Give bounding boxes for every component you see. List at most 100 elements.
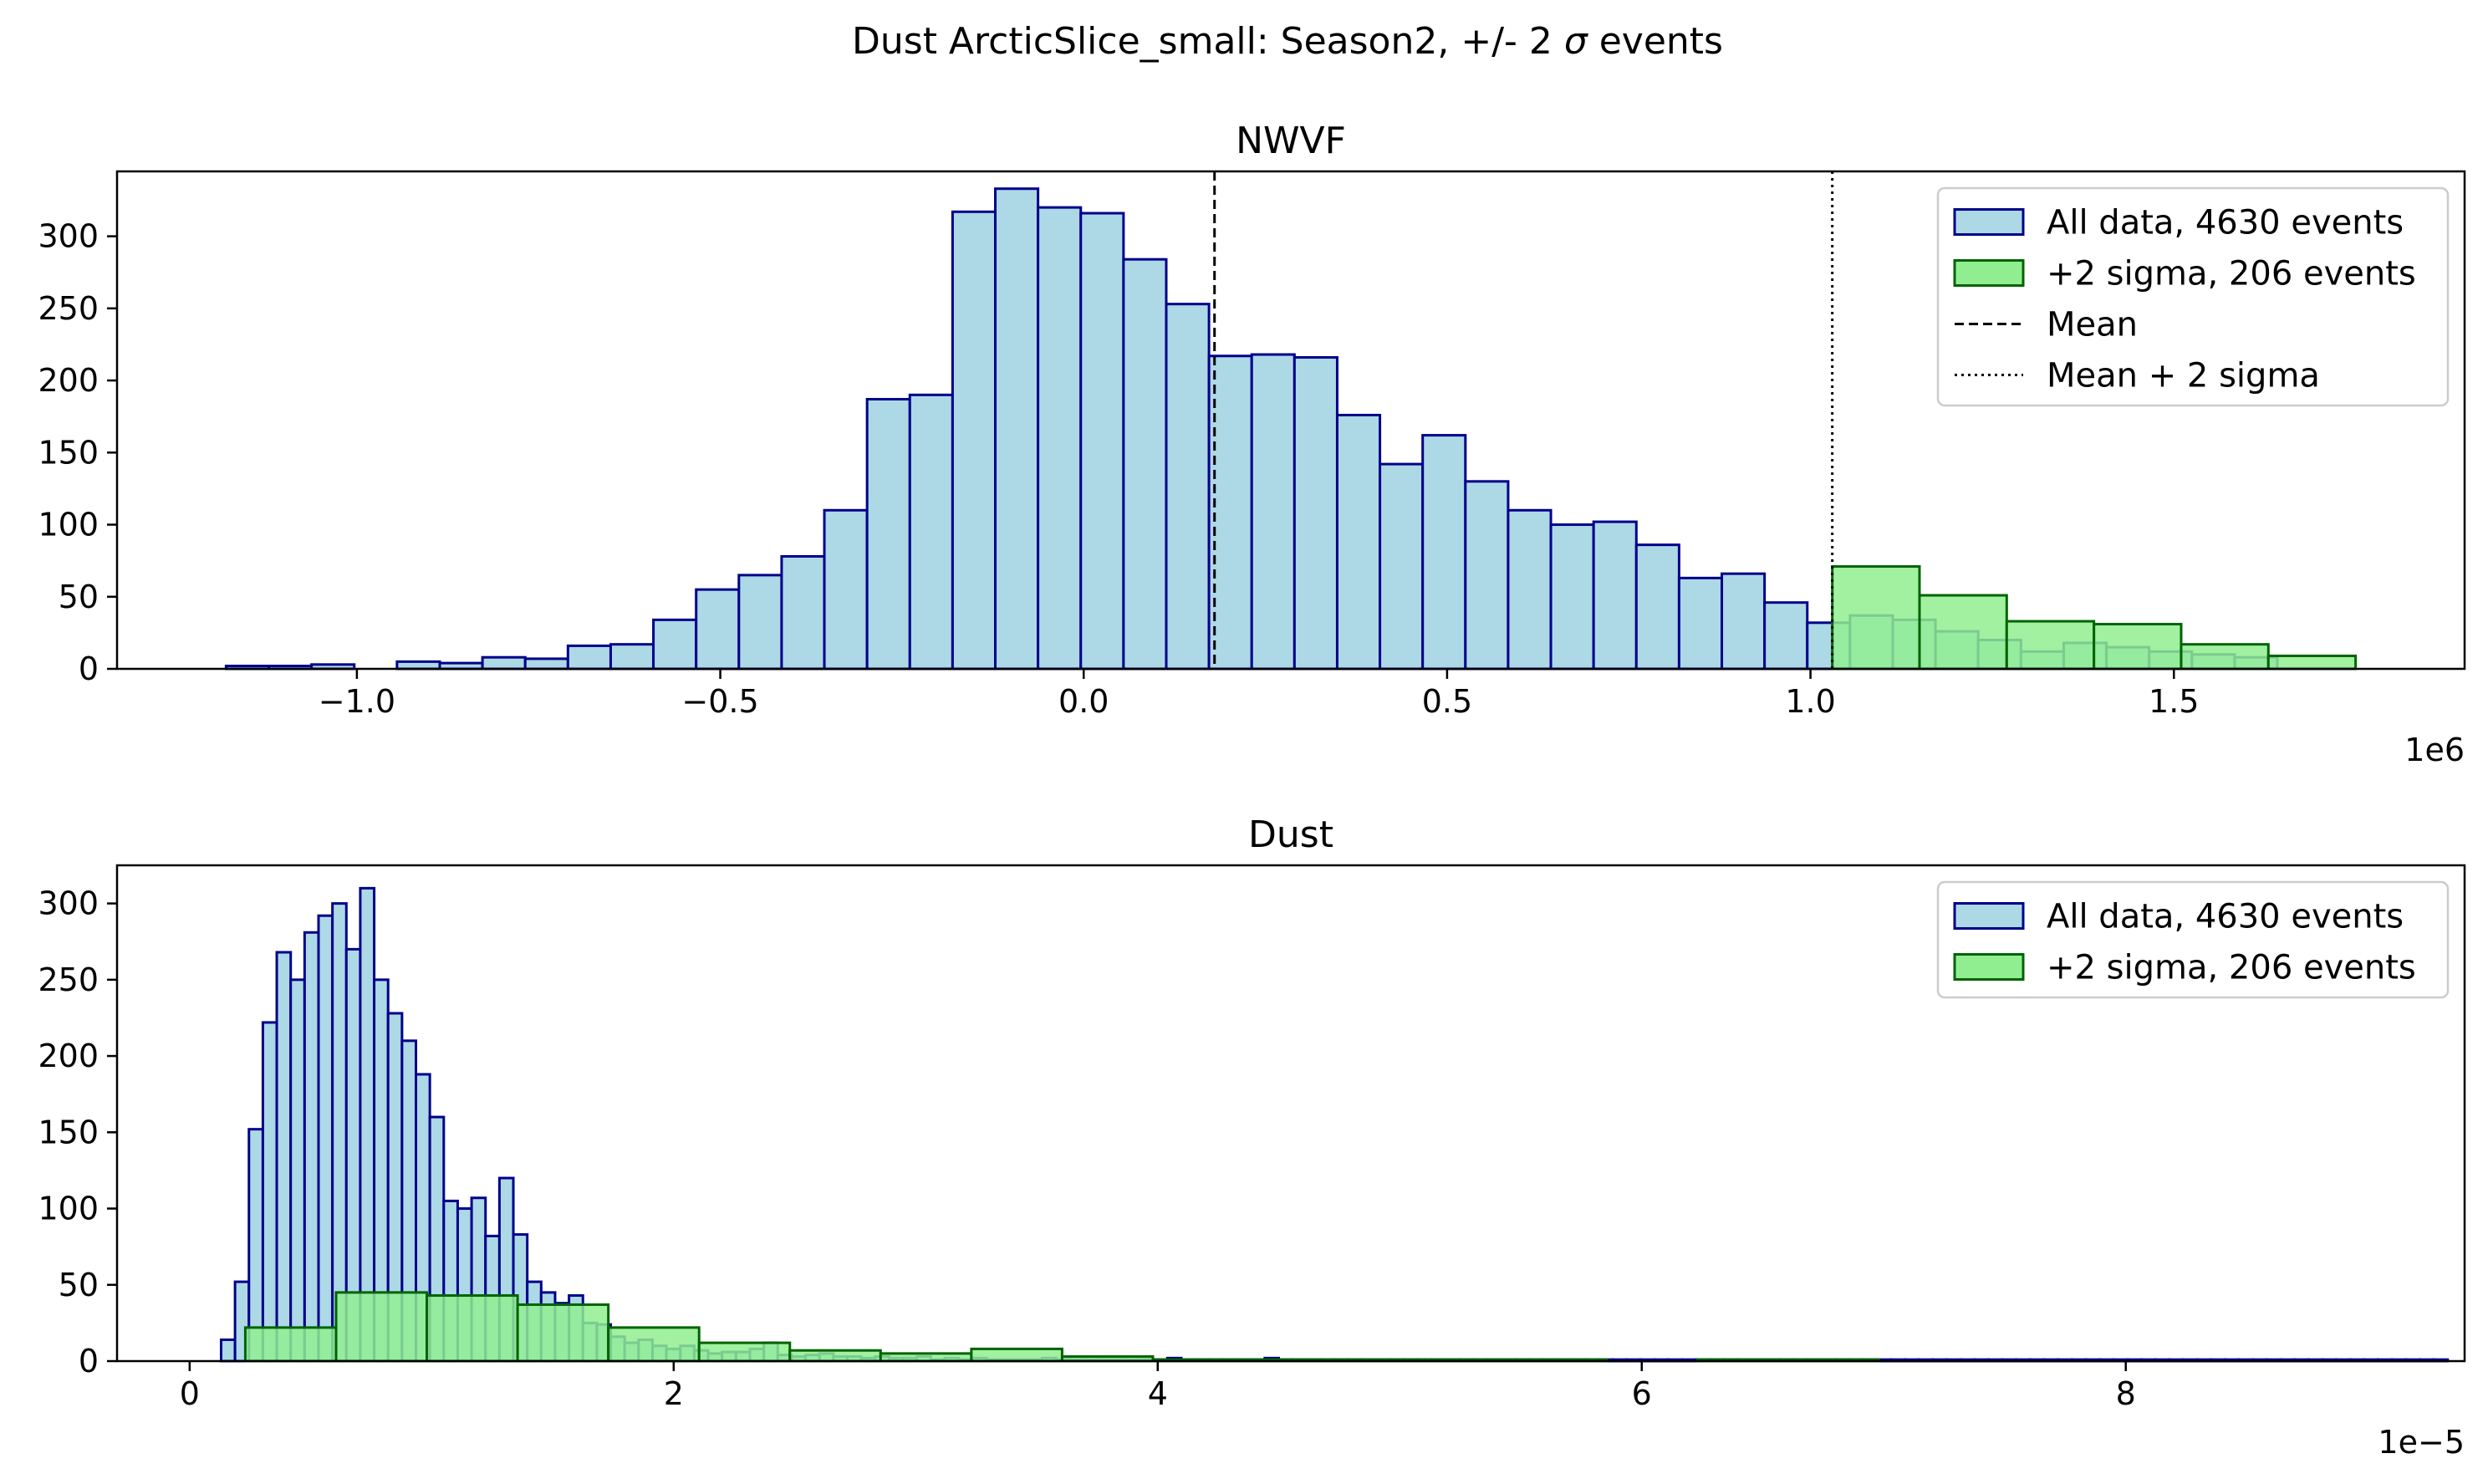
all-data-bar bbox=[823, 508, 869, 671]
y-tick-label: 300 bbox=[38, 885, 99, 922]
dust-x-offset-label: 1e−5 bbox=[2378, 1424, 2465, 1461]
sigma-bar bbox=[2093, 623, 2183, 671]
y-tick-label: 150 bbox=[38, 1114, 99, 1150]
legend-swatch bbox=[1953, 259, 2025, 287]
dust-subplot: Dust 0 2 4 6 8 0 50 100 150 200 250 300 1e−5 All data,… bbox=[38, 813, 2466, 1461]
sigma-bar bbox=[2005, 620, 2096, 671]
all-data-bar bbox=[1421, 434, 1467, 671]
all-data-bar bbox=[1335, 413, 1382, 671]
x-tick-label: 2 bbox=[664, 1375, 684, 1412]
all-data-bar bbox=[951, 210, 997, 671]
sigma-bar bbox=[516, 1303, 610, 1363]
sigma-bar bbox=[2180, 643, 2270, 671]
legend-label: +2 sigma, 206 events bbox=[2047, 949, 2416, 987]
all-data-bar bbox=[359, 886, 376, 1363]
all-data-bar bbox=[1250, 353, 1296, 671]
legend-label: +2 sigma, 206 events bbox=[2047, 255, 2416, 293]
all-data-bar bbox=[609, 643, 655, 671]
all-data-bar bbox=[1165, 303, 1211, 671]
all-data-bar bbox=[865, 397, 911, 671]
sigma-bar bbox=[607, 1326, 701, 1363]
sigma-bar bbox=[697, 1341, 792, 1363]
x-tick-label: 0 bbox=[180, 1375, 200, 1412]
sigma-bar bbox=[426, 1294, 519, 1363]
nwvf-legend: All data, 4630 events +2 sigma, 206 event… bbox=[1936, 186, 2450, 407]
legend-label: Mean + 2 sigma bbox=[2047, 357, 2320, 395]
figure-suptitle: Dust ArcticSlice_small: Season2, +/- 2 σ… bbox=[852, 20, 1723, 63]
sigma-bar bbox=[1918, 594, 2008, 671]
y-tick-label: 250 bbox=[38, 290, 99, 327]
y-tick-label: 150 bbox=[38, 434, 99, 471]
legend-label: All data, 4630 events bbox=[2047, 898, 2404, 936]
all-data-bar bbox=[1763, 601, 1809, 671]
sigma-bar bbox=[334, 1291, 429, 1363]
all-data-bar bbox=[1721, 572, 1767, 671]
x-tick-label: 1.0 bbox=[1785, 683, 1835, 720]
legend-label: Mean bbox=[2047, 306, 2138, 344]
x-tick-label: 0.0 bbox=[1058, 683, 1109, 720]
x-tick-label: −0.5 bbox=[681, 683, 758, 720]
all-data-bar bbox=[261, 1021, 278, 1363]
dust-title: Dust bbox=[1248, 813, 1333, 856]
all-data-bar bbox=[317, 914, 334, 1363]
all-data-bar bbox=[994, 187, 1040, 671]
all-data-bar bbox=[275, 951, 293, 1363]
y-tick-label: 0 bbox=[79, 1343, 99, 1379]
y-tick-label: 250 bbox=[38, 961, 99, 998]
all-data-bar bbox=[737, 574, 783, 671]
x-tick-label: 0.5 bbox=[1422, 683, 1472, 720]
all-data-bar bbox=[566, 644, 612, 671]
y-tick-label: 100 bbox=[38, 507, 99, 543]
sigma-bar bbox=[2266, 654, 2358, 671]
all-data-bar bbox=[289, 978, 306, 1363]
all-data-bar bbox=[395, 660, 441, 671]
all-data-bar bbox=[652, 618, 698, 671]
dust-legend: All data, 4630 events +2 sigma, 206 event… bbox=[1936, 880, 2450, 999]
all-data-bar bbox=[780, 554, 826, 671]
legend-swatch bbox=[1953, 902, 2025, 930]
x-tick-label: 6 bbox=[1632, 1375, 1652, 1412]
sigma-bar bbox=[970, 1347, 1063, 1363]
sigma-bar bbox=[1831, 565, 1921, 671]
all-data-bar bbox=[1292, 355, 1338, 671]
y-tick-label: 50 bbox=[59, 579, 99, 615]
legend-swatch bbox=[1953, 208, 2025, 236]
all-data-bar bbox=[908, 393, 954, 671]
y-tick-label: 50 bbox=[59, 1267, 99, 1303]
all-data-bar bbox=[481, 655, 527, 671]
y-tick-label: 0 bbox=[79, 650, 99, 687]
nwvf-axes-frame bbox=[115, 170, 2466, 671]
all-data-bar bbox=[523, 657, 569, 671]
x-tick-label: −1.0 bbox=[319, 683, 395, 720]
sigma-bar bbox=[788, 1349, 882, 1363]
legend-frame bbox=[1936, 186, 2450, 407]
nwvf-subplot: NWVF −1.0 −0.5 0.0 0.5 1.0 1.5 0 50 100 150 200 250 3… bbox=[38, 120, 2466, 768]
legend-swatch bbox=[1953, 953, 2025, 981]
sigma-bar bbox=[243, 1326, 338, 1363]
y-tick-label: 300 bbox=[38, 218, 99, 255]
all-data-bar bbox=[1464, 480, 1510, 671]
x-tick-label: 1.5 bbox=[2149, 683, 2199, 720]
nwvf-title: NWVF bbox=[1236, 120, 1346, 162]
x-tick-label: 4 bbox=[1148, 1375, 1168, 1412]
all-data-bar bbox=[1677, 576, 1724, 671]
y-tick-label: 200 bbox=[38, 1038, 99, 1074]
legend-label: All data, 4630 events bbox=[2047, 204, 2404, 242]
all-data-bar bbox=[1507, 508, 1553, 671]
x-tick-label: 8 bbox=[2116, 1375, 2136, 1412]
all-data-bar bbox=[1079, 212, 1125, 671]
all-data-bar bbox=[1379, 462, 1425, 671]
all-data-bar bbox=[1037, 206, 1083, 671]
y-tick-label: 100 bbox=[38, 1191, 99, 1227]
all-data-bar bbox=[303, 931, 320, 1363]
all-data-bar bbox=[219, 1338, 237, 1363]
nwvf-bars bbox=[224, 187, 2358, 671]
legend-frame bbox=[1936, 880, 2450, 999]
nwvf-x-offset-label: 1e6 bbox=[2404, 732, 2465, 768]
sigma-bar bbox=[879, 1352, 973, 1363]
all-data-bar bbox=[695, 588, 741, 671]
dust-axes-frame bbox=[115, 864, 2466, 1363]
y-tick-label: 200 bbox=[38, 362, 99, 399]
all-data-bar bbox=[1634, 543, 1680, 671]
